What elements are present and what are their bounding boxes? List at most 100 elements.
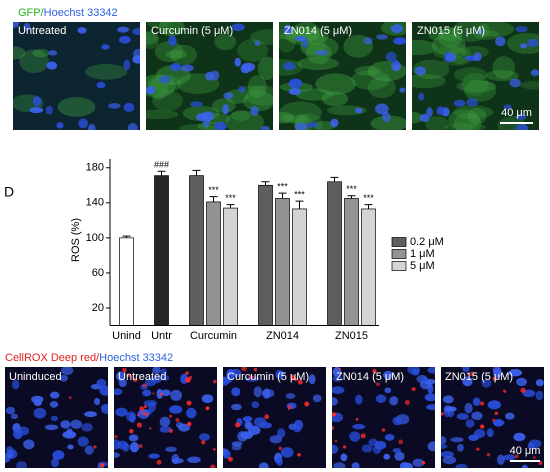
ros-spot xyxy=(186,400,192,406)
ros-spot xyxy=(144,405,147,409)
cell-body xyxy=(437,27,463,48)
ros-spot xyxy=(304,401,310,407)
cell-body xyxy=(464,80,497,102)
nucleus xyxy=(455,463,468,468)
nucleus xyxy=(118,35,131,44)
ros-spot xyxy=(142,411,146,415)
nucleus xyxy=(493,418,504,427)
panel-label: D xyxy=(4,184,14,200)
bar xyxy=(275,198,290,326)
nucleus xyxy=(332,397,338,406)
nucleus xyxy=(294,35,306,42)
panel-header: CellROX Deep red/Hoechst 33342 xyxy=(5,352,173,364)
nucleus xyxy=(441,443,448,449)
bar xyxy=(189,175,204,326)
micrograph xyxy=(5,367,108,468)
cell-body xyxy=(85,63,128,80)
cell-body xyxy=(456,80,497,93)
nucleus xyxy=(5,445,14,456)
cell-body xyxy=(444,123,487,130)
ros-spot xyxy=(138,444,143,448)
ros-spot xyxy=(152,392,155,395)
nucleus xyxy=(481,378,492,388)
nucleus xyxy=(442,455,456,465)
nucleus xyxy=(515,114,527,120)
nucleus xyxy=(108,103,121,109)
ros-spot xyxy=(235,422,241,428)
y-tick-label: 140 xyxy=(86,197,104,209)
micrograph xyxy=(146,22,273,130)
significance: *** xyxy=(225,193,236,203)
nucleus xyxy=(535,390,544,401)
nucleus xyxy=(453,99,466,107)
nucleus xyxy=(181,64,194,72)
ros-spot xyxy=(185,371,189,375)
nucleus xyxy=(445,52,457,62)
x-tick-label: Unind xyxy=(112,330,141,342)
nucleus xyxy=(333,462,346,468)
cell-body xyxy=(425,116,449,130)
cell-body xyxy=(245,85,273,106)
nucleus xyxy=(77,436,89,447)
nucleus xyxy=(128,434,139,442)
cell-body xyxy=(146,32,158,45)
nucleus xyxy=(160,389,171,397)
nucleus xyxy=(276,428,286,439)
nucleus xyxy=(427,441,435,452)
nucleus xyxy=(78,118,89,129)
nucleus xyxy=(77,27,87,34)
nucleus xyxy=(280,447,294,458)
nucleus xyxy=(503,104,512,110)
nucleus xyxy=(283,24,292,36)
nucleus xyxy=(99,385,108,396)
nucleus xyxy=(169,405,183,414)
ros-spot xyxy=(228,456,233,462)
ros-spot xyxy=(201,440,206,445)
nucleus xyxy=(56,122,64,129)
nucleus xyxy=(505,412,515,420)
nucleus xyxy=(13,22,20,28)
nucleus xyxy=(288,87,302,96)
cell-body xyxy=(467,107,487,125)
bar xyxy=(361,208,376,326)
error-bar xyxy=(330,176,339,182)
nucleus xyxy=(426,107,433,118)
error-bar xyxy=(192,169,201,176)
ros-spot xyxy=(421,460,426,465)
nucleus xyxy=(520,43,528,49)
nucleus xyxy=(52,450,65,461)
nucleus xyxy=(152,367,161,375)
image-label: ZN014 (5 μM) xyxy=(284,25,352,37)
cell-body xyxy=(242,91,273,112)
legend-label: 5 μM xyxy=(410,260,435,272)
cell-body xyxy=(279,101,322,124)
legend-swatch xyxy=(391,261,407,271)
error-bar xyxy=(226,204,235,209)
nucleus xyxy=(170,389,183,401)
nucleus xyxy=(116,371,125,382)
cell-body xyxy=(279,31,296,53)
ros-spot xyxy=(486,453,491,457)
nucleus xyxy=(383,453,391,460)
ros-spot xyxy=(290,374,296,380)
ros-spot xyxy=(532,456,536,459)
nucleus xyxy=(390,24,404,34)
nucleus xyxy=(87,123,96,130)
cell-body xyxy=(477,22,515,37)
cell-body xyxy=(520,80,539,90)
nucleus xyxy=(441,436,447,445)
nucleus xyxy=(464,402,473,414)
nucleus xyxy=(450,437,464,443)
ros-spot xyxy=(168,428,174,434)
ros-spot xyxy=(342,445,347,449)
ros-spot xyxy=(360,433,366,439)
nucleus xyxy=(260,125,271,130)
nucleus xyxy=(330,118,339,128)
nucleus xyxy=(394,451,405,461)
ros-spot xyxy=(294,377,298,382)
cell-body xyxy=(296,57,339,70)
nucleus xyxy=(159,416,171,428)
micrograph xyxy=(441,367,544,468)
nucleus xyxy=(288,78,303,89)
nucleus xyxy=(60,367,74,376)
